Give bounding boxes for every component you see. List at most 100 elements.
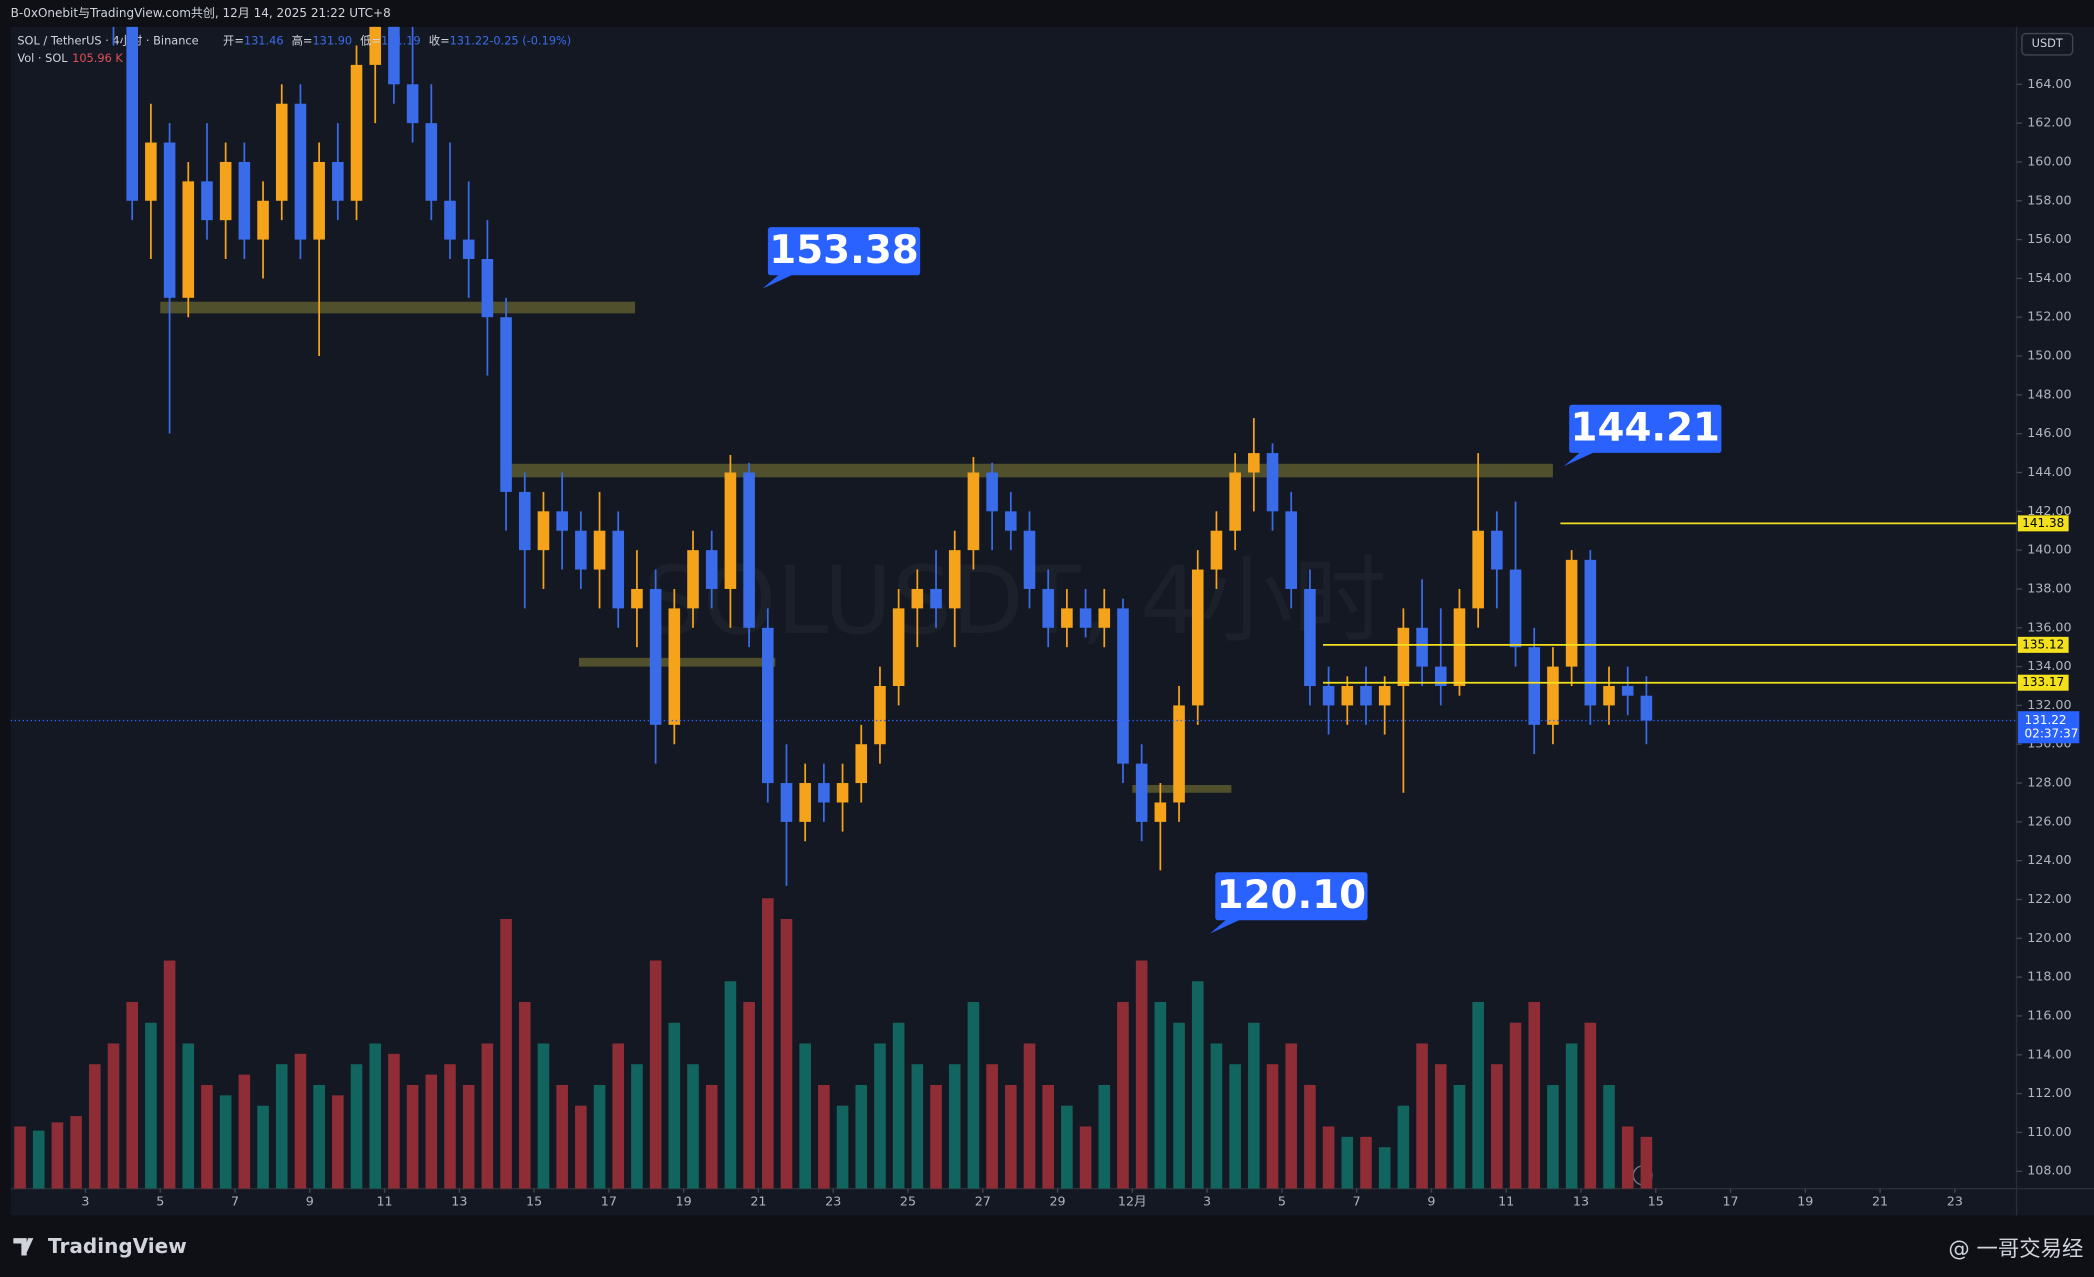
candle-body xyxy=(948,550,961,609)
volume-bar xyxy=(1509,1022,1522,1189)
volume-bar xyxy=(705,1084,718,1189)
candle-body xyxy=(425,123,438,201)
x-tick-label: 9 xyxy=(306,1194,314,1209)
y-tick-label: 150.00 xyxy=(2027,348,2071,363)
volume-bar xyxy=(1640,1136,1653,1189)
volume-bar xyxy=(313,1084,325,1189)
candle-body xyxy=(743,472,755,628)
candle-body xyxy=(986,472,998,512)
candle-body xyxy=(219,161,232,221)
candle-body xyxy=(649,588,662,725)
volume-bar xyxy=(1304,1084,1316,1189)
x-tick-label: 17 xyxy=(601,1194,617,1209)
candle-body xyxy=(705,550,718,589)
candle-body xyxy=(518,491,531,551)
y-tick-label: 144.00 xyxy=(2027,464,2071,479)
candle-body xyxy=(1042,588,1054,628)
volume-bar xyxy=(1528,1001,1541,1189)
volume-bar xyxy=(1491,1064,1503,1189)
volume-bar xyxy=(855,1084,868,1189)
y-tick-label: 112.00 xyxy=(2027,1085,2071,1100)
candle-body xyxy=(1191,569,1204,706)
candle-body xyxy=(201,181,213,221)
y-tick-label: 122.00 xyxy=(2027,891,2071,906)
y-tick-label: 118.00 xyxy=(2027,969,2071,984)
volume-bar xyxy=(1061,1105,1073,1189)
candle-body xyxy=(836,783,849,803)
x-tick-label: 19 xyxy=(1797,1194,1813,1209)
candle-body xyxy=(444,200,456,240)
candle-body xyxy=(1154,802,1167,822)
candle-body xyxy=(1509,569,1522,648)
volume-bar xyxy=(462,1084,475,1189)
x-tick-label: 13 xyxy=(451,1194,467,1209)
candle-body xyxy=(313,161,325,240)
volume-bar xyxy=(1005,1084,1017,1189)
candle-body xyxy=(1491,530,1503,570)
volume-bar xyxy=(556,1084,568,1189)
x-tick-label: 11 xyxy=(1498,1194,1514,1209)
level-tag-label: 135.12 xyxy=(2022,637,2064,651)
volume-bar xyxy=(1621,1126,1634,1189)
candle-body xyxy=(1266,453,1279,512)
candle-body xyxy=(1135,763,1148,822)
candle-body xyxy=(687,550,699,609)
level-tag xyxy=(2017,515,2069,532)
logo-icon xyxy=(13,1238,34,1256)
candle-body xyxy=(1117,608,1129,764)
candle-body xyxy=(593,530,606,570)
candle-body xyxy=(1248,453,1260,473)
volume-bar xyxy=(145,1022,157,1189)
y-tick-label: 108.00 xyxy=(2027,1163,2071,1178)
y-tick-label: 158.00 xyxy=(2027,192,2071,207)
countdown: 02:37:37 xyxy=(2025,726,2079,740)
volume-bar xyxy=(1397,1105,1410,1189)
candle-body xyxy=(1210,530,1223,570)
x-tick-label: 29 xyxy=(1049,1194,1065,1209)
volume-bar xyxy=(687,1064,699,1189)
x-tick-label: 3 xyxy=(1203,1194,1211,1209)
y-tick-label: 140.00 xyxy=(2027,542,2071,557)
candle-body xyxy=(1434,666,1447,687)
candle-body xyxy=(1603,686,1615,706)
candle-body xyxy=(182,181,195,298)
volume-bar xyxy=(930,1084,942,1189)
volume-bar xyxy=(948,1064,961,1189)
ohlc-value: 131.22 xyxy=(450,34,490,48)
volume-bar xyxy=(1434,1064,1447,1189)
y-tick-label: 114.00 xyxy=(2027,1046,2071,1061)
x-tick-label: 13 xyxy=(1573,1194,1589,1209)
volume-bar xyxy=(126,1001,138,1189)
volume-bar xyxy=(1322,1126,1335,1189)
volume-bar xyxy=(51,1122,64,1189)
ohlc-key: 开= xyxy=(223,34,244,48)
y-tick-label: 146.00 xyxy=(2027,425,2071,440)
y-tick-label: 134.00 xyxy=(2027,658,2071,673)
volume-bar xyxy=(631,1064,643,1189)
credit: @ 一哥交易经 xyxy=(1948,1237,2083,1262)
volume-bar xyxy=(1098,1084,1111,1189)
candle-body xyxy=(1079,608,1092,628)
volume-bar xyxy=(1154,1001,1167,1189)
volume-bar xyxy=(257,1105,269,1189)
logo-text: TradingView xyxy=(48,1234,187,1258)
ohlc-key: 收= xyxy=(429,34,450,48)
candle-body xyxy=(294,103,307,240)
candle-body xyxy=(1453,608,1466,687)
x-tick-label: 23 xyxy=(1947,1194,1963,1209)
volume-bar xyxy=(481,1043,494,1189)
y-tick-label: 162.00 xyxy=(2027,115,2071,130)
candle-body xyxy=(1341,686,1354,706)
candle-body xyxy=(799,783,811,822)
volume-bar xyxy=(967,1001,980,1189)
x-tick-label: 25 xyxy=(900,1194,916,1209)
candle-body xyxy=(1416,627,1428,667)
volume-bar xyxy=(107,1043,120,1189)
volume-bar xyxy=(724,981,737,1189)
candle-body xyxy=(1005,511,1017,531)
candle-body xyxy=(556,511,568,531)
volume-bar xyxy=(444,1064,456,1189)
volume-bar xyxy=(14,1126,26,1189)
volume-bar xyxy=(874,1043,886,1189)
